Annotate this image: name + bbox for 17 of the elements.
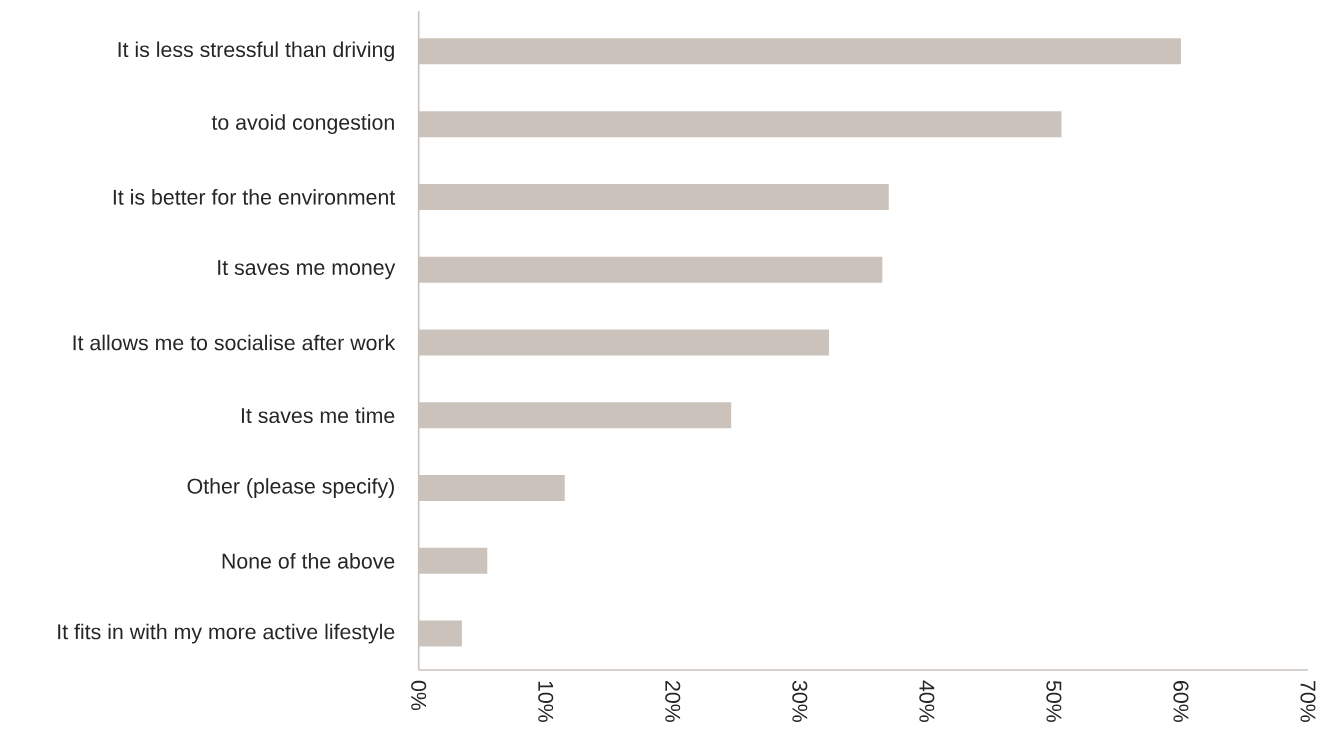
x-tick-label: 10% [538, 681, 554, 722]
x-tick-label: 20% [665, 681, 681, 722]
x-tick-label: 30% [792, 680, 808, 722]
x-tick-label: 0% [411, 680, 427, 711]
y-tick-label: None of the above [222, 552, 395, 569]
y-tick-label: It fits in with my more active lifestyle [58, 623, 395, 644]
x-tick-label: 50% [1046, 680, 1062, 722]
y-tick-label: It saves me money [218, 260, 396, 280]
x-tick-label: 40% [919, 680, 935, 722]
y-tick-label: Other (please specify) [187, 478, 394, 498]
y-tick-label: It is less stressful than driving [118, 41, 394, 62]
y-tick-label: It allows me to socialise after work [73, 334, 396, 351]
x-tick-label: 70% [1300, 681, 1316, 722]
x-tick-label: 60% [1173, 681, 1189, 722]
y-tick-label: It is better for the environment [113, 189, 396, 205]
y-tick-label: It saves me time [241, 407, 395, 424]
y-tick-label: to avoid congestion [211, 114, 394, 135]
